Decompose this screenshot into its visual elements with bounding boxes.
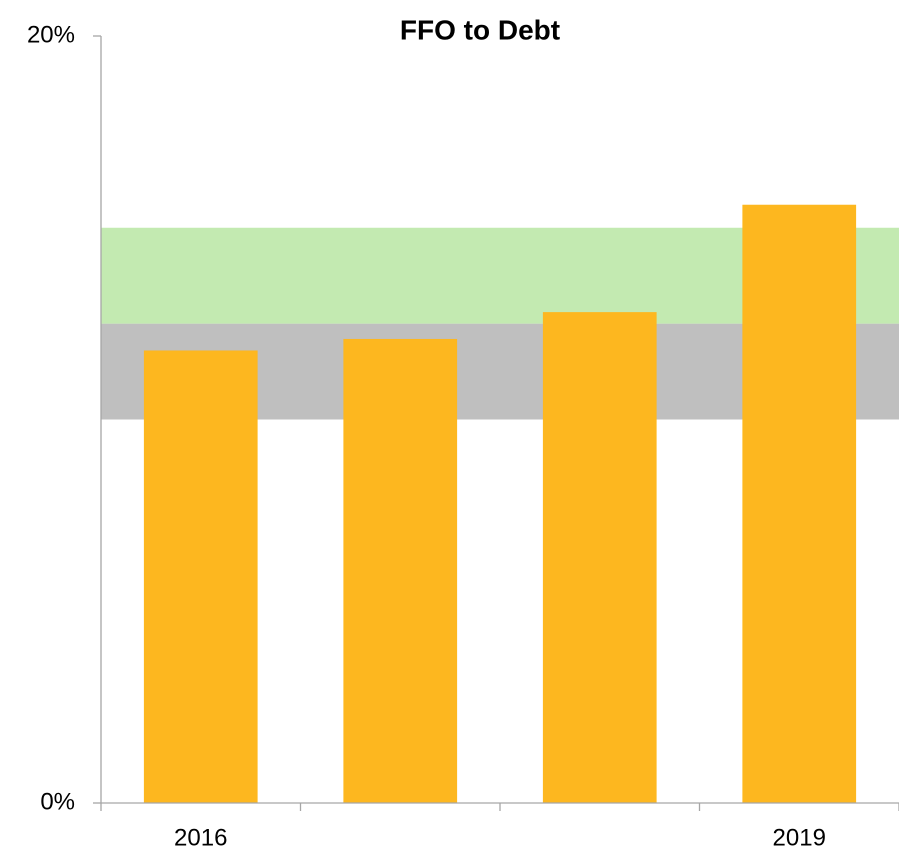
y-tick-label: 0% — [40, 788, 75, 815]
chart-title: FFO to Debt — [400, 14, 560, 45]
y-tick-label: 20% — [27, 21, 75, 48]
x-tick-label: 2019 — [773, 824, 826, 851]
bar — [542, 312, 657, 803]
x-tick-label: 2016 — [174, 824, 227, 851]
bar — [343, 338, 458, 803]
bar — [742, 204, 857, 804]
bar — [143, 350, 258, 803]
